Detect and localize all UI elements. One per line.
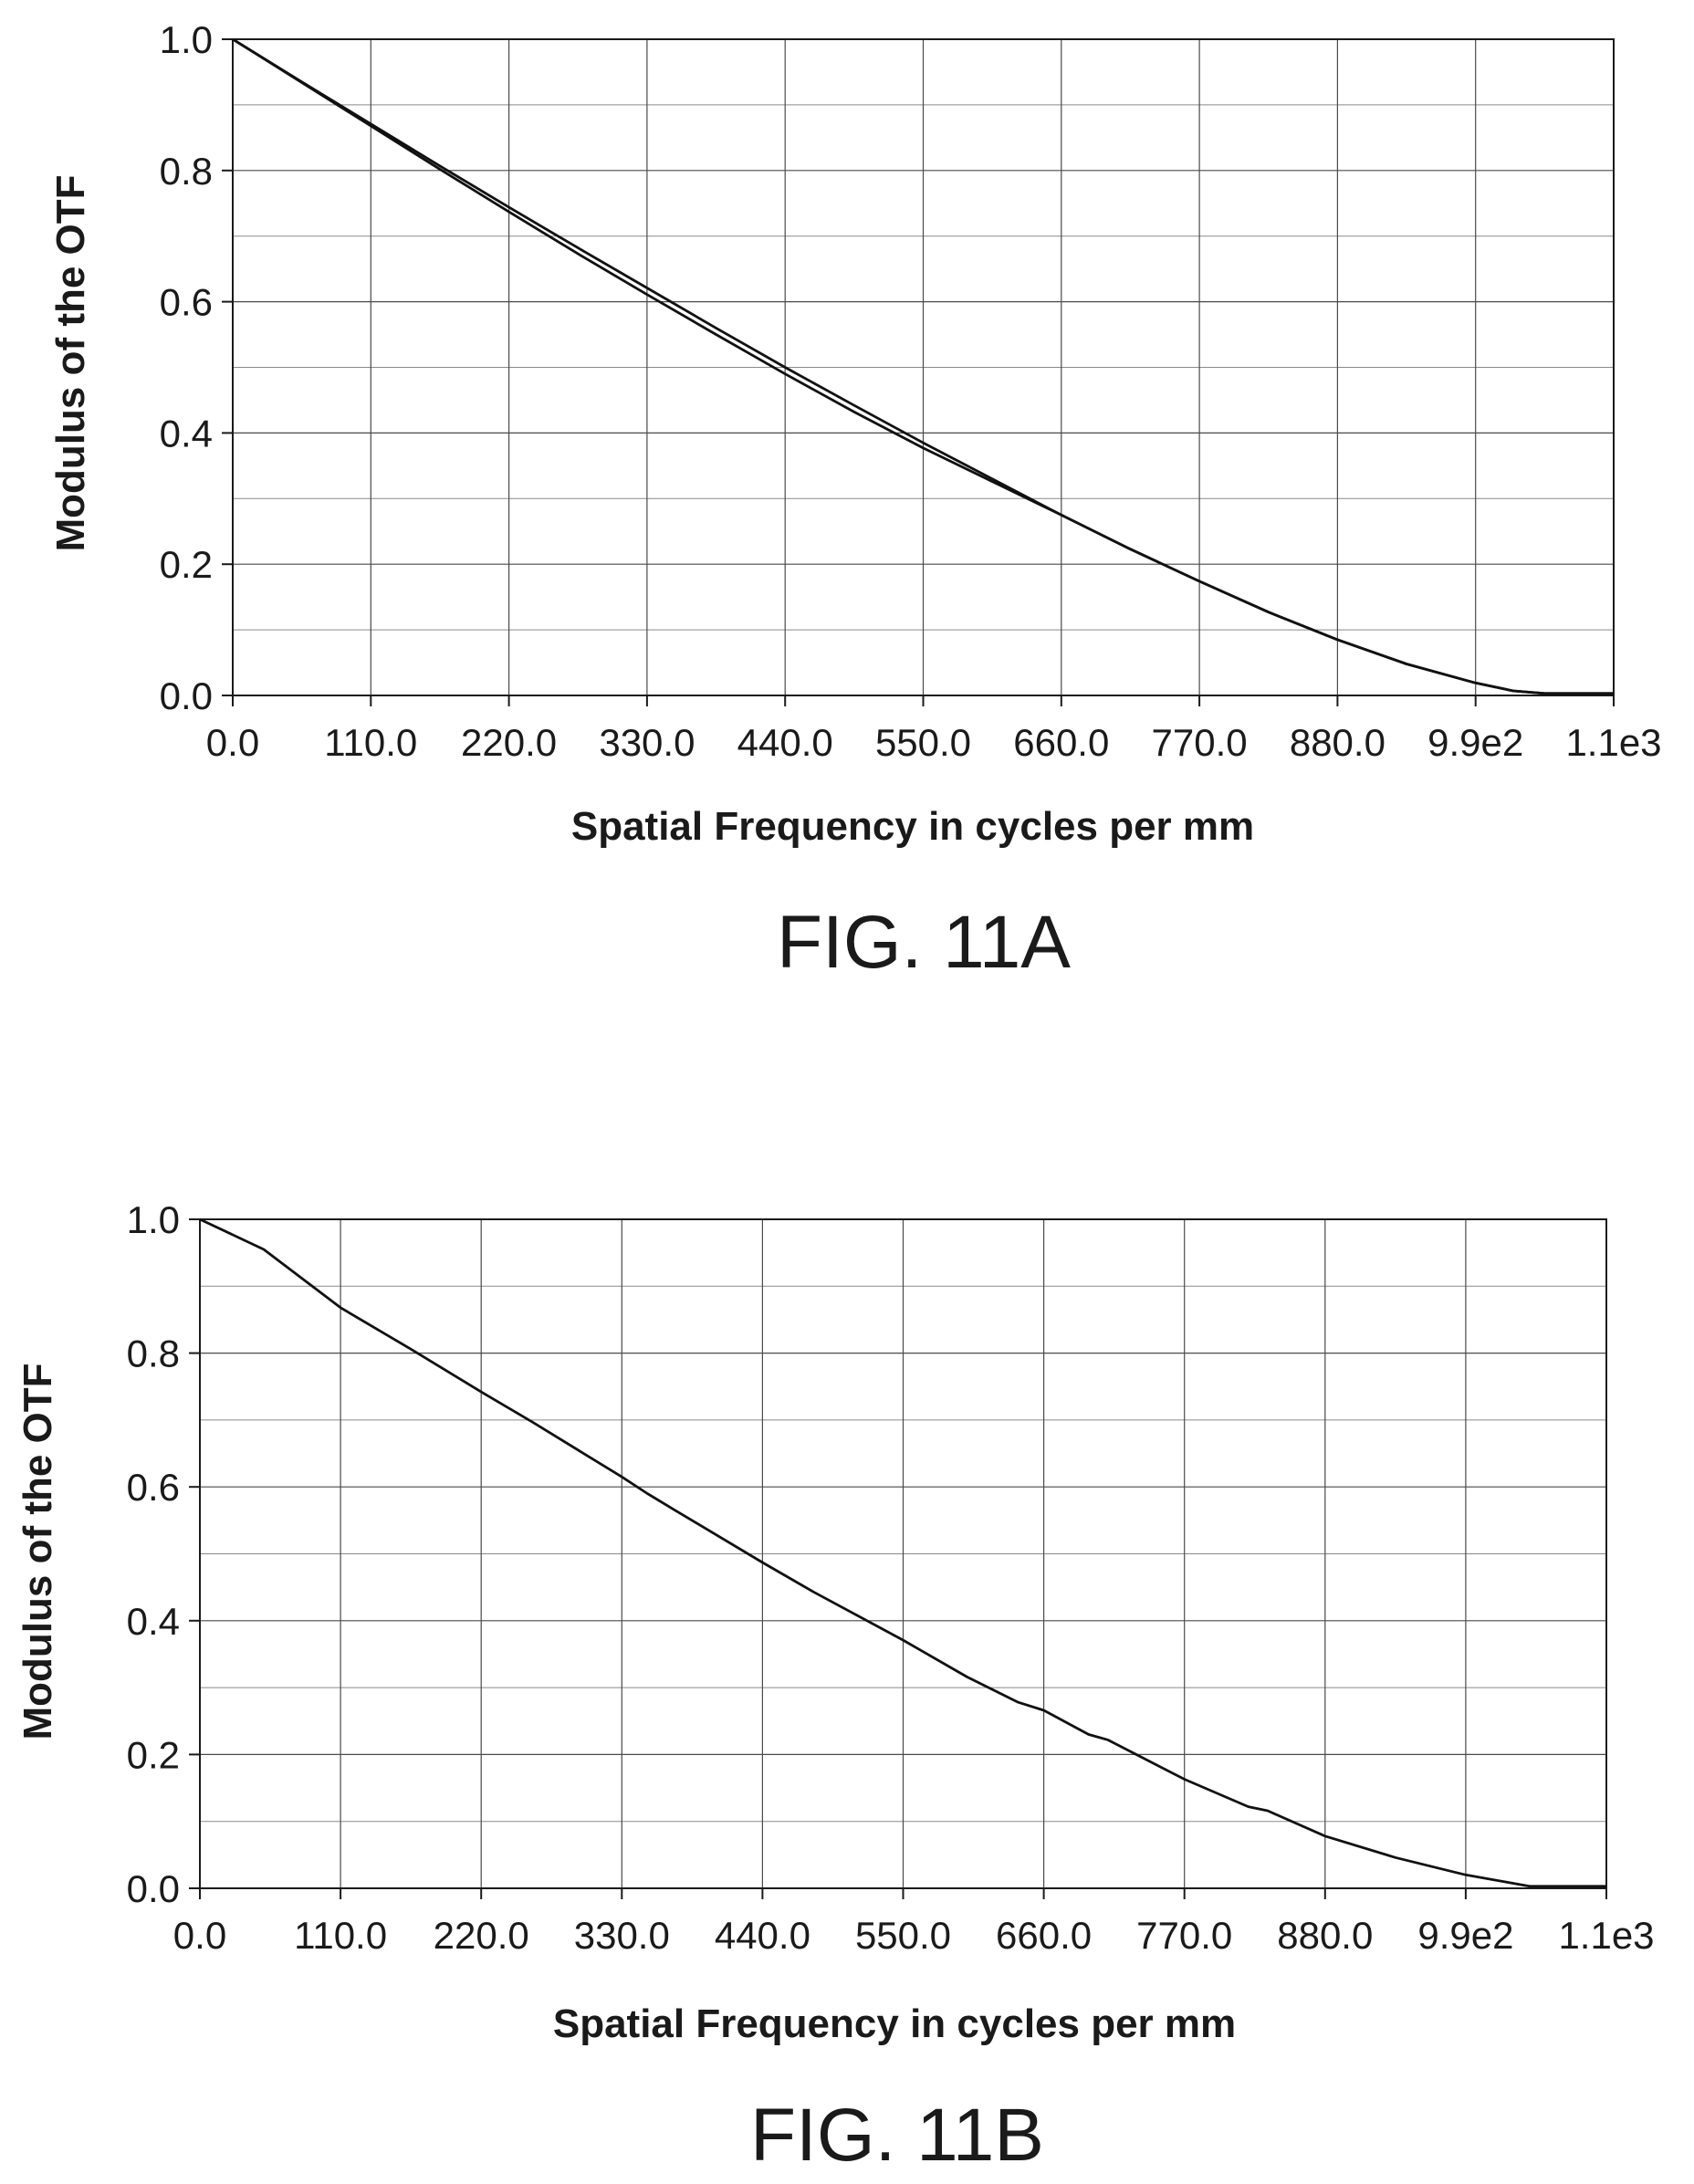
chart-b-series-line-1 <box>199 1217 1606 1888</box>
chart-a-y-axis-label: Modulus of the OTF <box>48 174 93 551</box>
chart-a-x-tick-label: 9.9e2 <box>1427 721 1523 764</box>
chart-a-x-tick-label: 110.0 <box>324 721 417 764</box>
chart-fig-11b: 0.0 110.0 220.0 330.0 440.0 550.0 660.0 770.0 88… <box>16 1198 1655 2177</box>
chart-a-x-tick-label: 880.0 <box>1290 721 1386 764</box>
chart-b-x-tick-label: 440.0 <box>715 1914 810 1957</box>
chart-a-x-tick-labels: 0.0 110.0 220.0 330.0 440.0 550.0 660.0 770.0 88… <box>206 721 1662 764</box>
chart-b-figure-caption: FIG. 11B <box>750 2094 1044 2177</box>
chart-fig-11a: 0.0 110.0 220.0 330.0 440.0 550.0 660.0 770.0 88… <box>48 18 1662 984</box>
chart-b-y-tick-label: 0.8 <box>127 1332 180 1375</box>
chart-a-y-tick-label: 0.0 <box>160 674 213 717</box>
chart-b-x-tick-label: 1.1e3 <box>1558 1914 1654 1957</box>
chart-a-tick-marks <box>222 38 1615 706</box>
chart-b-x-tick-label: 770.0 <box>1136 1914 1232 1957</box>
chart-a-x-tick-label: 220.0 <box>461 721 557 764</box>
chart-b-x-tick-label: 110.0 <box>294 1914 387 1957</box>
chart-a-series-line-2 <box>232 37 1614 695</box>
chart-b-gridlines <box>200 1219 1606 1888</box>
chart-a-y-tick-label: 0.4 <box>160 412 213 455</box>
chart-a-y-tick-labels: 0.0 0.2 0.4 0.6 0.8 1.0 <box>160 18 213 717</box>
chart-a-x-tick-label: 0.0 <box>206 721 259 764</box>
chart-b-x-tick-label: 880.0 <box>1277 1914 1373 1957</box>
chart-b-x-tick-label: 330.0 <box>574 1914 670 1957</box>
chart-a-x-tick-label: 550.0 <box>875 721 971 764</box>
chart-a-y-tick-label: 0.6 <box>160 281 213 324</box>
chart-a-y-tick-label: 0.2 <box>160 543 213 586</box>
chart-b-y-axis-label: Modulus of the OTF <box>16 1363 60 1740</box>
chart-b-y-tick-labels: 0.0 0.2 0.4 0.6 0.8 1.0 <box>127 1198 180 1910</box>
chart-b-x-tick-label: 660.0 <box>996 1914 1092 1957</box>
chart-b-y-tick-label: 0.6 <box>127 1466 180 1509</box>
chart-a-y-tick-label: 0.8 <box>160 150 213 193</box>
chart-b-x-tick-label: 220.0 <box>434 1914 529 1957</box>
chart-b-x-tick-label: 0.0 <box>173 1914 226 1957</box>
chart-a-series <box>232 37 1614 695</box>
chart-a-x-tick-label: 440.0 <box>737 721 833 764</box>
chart-b-x-axis-label: Spatial Frequency in cycles per mm <box>553 2001 1236 2046</box>
chart-a-figure-caption: FIG. 11A <box>777 901 1071 984</box>
chart-a-x-tick-label: 770.0 <box>1152 721 1248 764</box>
chart-b-y-tick-label: 0.0 <box>127 1867 180 1910</box>
chart-b-x-tick-label: 9.9e2 <box>1417 1914 1513 1957</box>
chart-a-y-tick-label: 1.0 <box>160 18 213 61</box>
chart-b-y-tick-label: 0.4 <box>127 1600 180 1643</box>
chart-a-x-tick-label: 1.1e3 <box>1565 721 1661 764</box>
chart-b-tick-marks <box>189 1218 1607 1899</box>
chart-b-x-tick-labels: 0.0 110.0 220.0 330.0 440.0 550.0 660.0 770.0 88… <box>173 1914 1655 1957</box>
chart-b-series <box>199 1217 1606 1888</box>
chart-a-x-axis-label: Spatial Frequency in cycles per mm <box>571 804 1254 849</box>
chart-b-x-tick-label: 550.0 <box>855 1914 951 1957</box>
chart-a-gridlines <box>233 39 1614 695</box>
chart-b-y-tick-label: 0.2 <box>127 1733 180 1776</box>
chart-a-x-tick-label: 330.0 <box>599 721 695 764</box>
chart-b-y-tick-label: 1.0 <box>127 1198 180 1241</box>
chart-a-x-tick-label: 660.0 <box>1013 721 1109 764</box>
